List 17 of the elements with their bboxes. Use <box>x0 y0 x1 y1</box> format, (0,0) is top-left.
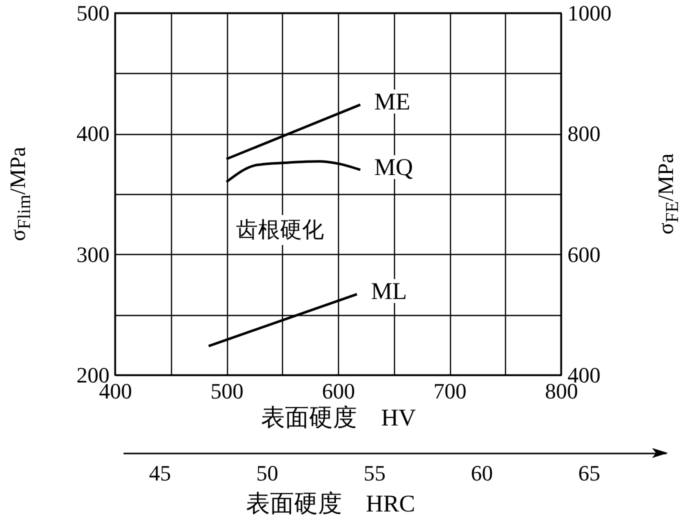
x2-tick-label: 60 <box>470 460 493 486</box>
x-tick-label: 600 <box>322 378 355 404</box>
y-tick-label: 300 <box>76 242 110 267</box>
x2-tick-label: 45 <box>148 460 171 486</box>
x2-axis-title: 表面硬度 HRC <box>246 490 416 518</box>
x-axis-title: 表面硬度 HV <box>261 404 416 432</box>
x2-tick-label: 65 <box>578 460 600 486</box>
annotation: 齿根硬化 <box>233 215 328 246</box>
x-tick-label: 500 <box>210 378 244 404</box>
y2-tick-label: 800 <box>568 121 600 146</box>
y-tick-label: 400 <box>76 121 110 146</box>
y2-tick-label: 600 <box>568 242 600 267</box>
x2-tick-label: 50 <box>256 460 278 486</box>
y-tick-label: 500 <box>76 0 110 26</box>
x2-tick-label: 55 <box>364 460 386 486</box>
y2-tick-label: 1000 <box>568 0 612 26</box>
x-tick-label: 700 <box>434 378 466 404</box>
